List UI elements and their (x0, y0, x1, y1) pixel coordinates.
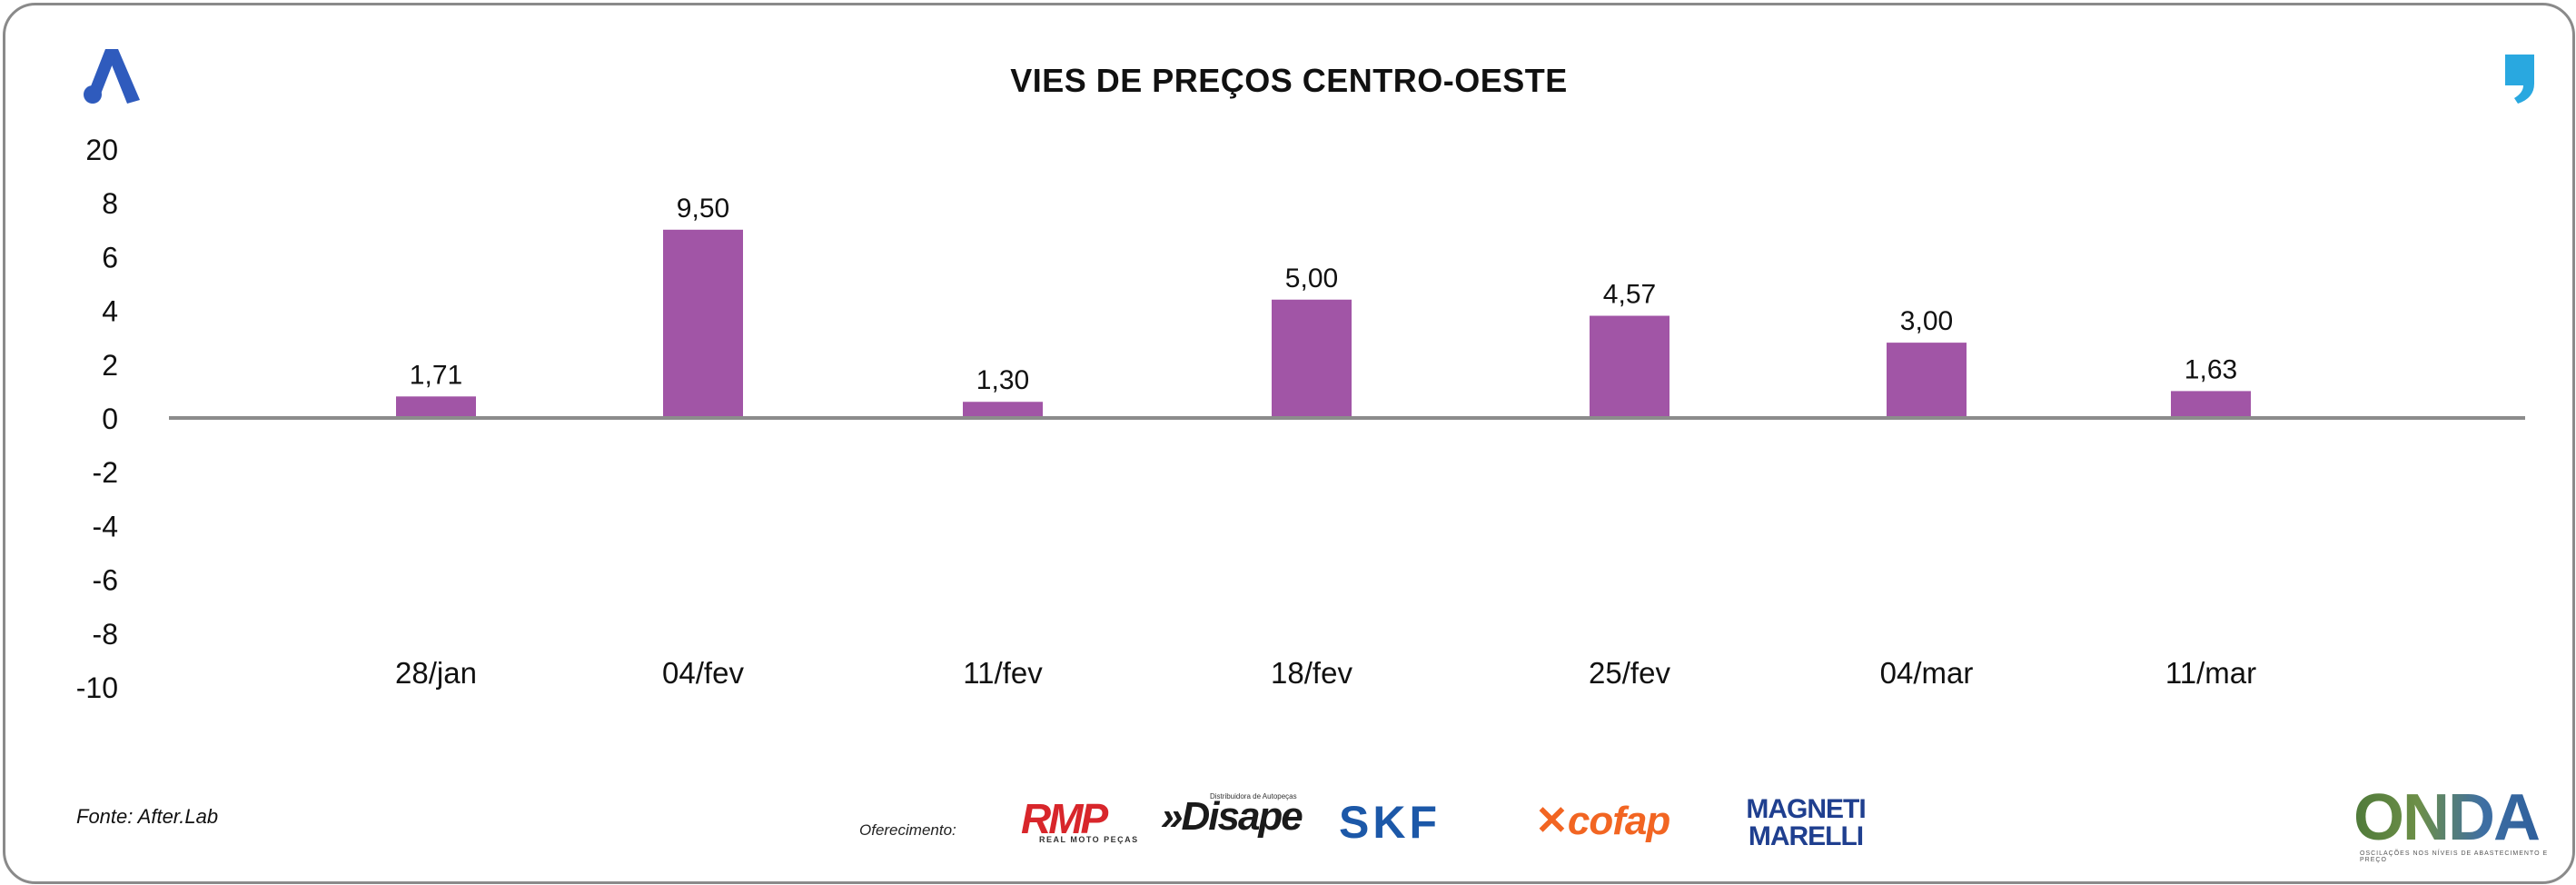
rmp-logo: RMP (1021, 795, 1108, 842)
y-tick-label: 2 (102, 349, 118, 382)
data-label: 3,00 (1900, 306, 1953, 336)
y-tick-label: -8 (93, 618, 118, 651)
bar (2171, 391, 2251, 418)
x-tick-label: 04/mar (1880, 656, 1974, 690)
chart-card: VIES DE PREÇOS CENTRO-OESTE 20 8 6 4 2 0 -2 -4-… (3, 3, 2575, 884)
bar (1272, 299, 1352, 418)
data-label: 4,57 (1603, 280, 1656, 310)
disape-logo: »Disape (1161, 794, 1303, 839)
y-tick-label: 4 (102, 295, 118, 328)
y-tick-label: -10 (76, 671, 118, 704)
onda-logo-subtitle: OSCILAÇÕES NOS NÍVEIS DE ABASTECIMENTO E… (2360, 850, 2549, 863)
comma-logo-icon (2505, 55, 2534, 104)
sponsor-label: Oferecimento: (859, 821, 956, 839)
data-label: 1,63 (2185, 354, 2237, 384)
y-tick-label: 20 (85, 134, 118, 166)
magneti-logo-line1: MAGNETI (1746, 794, 1866, 824)
y-tick-label: -2 (93, 456, 118, 489)
x-tick-label: 28/jan (395, 656, 477, 690)
onda-logo: ONDA (2353, 781, 2541, 854)
bar (396, 396, 476, 418)
chart-title: VIES DE PREÇOS CENTRO-OESTE (1010, 62, 1568, 99)
skf-logo: SKF (1339, 797, 1441, 848)
cofap-logo-text: cofap (1567, 799, 1670, 843)
data-label: 1,71 (410, 360, 462, 390)
bar (963, 402, 1043, 418)
x-tick-label: 25/fev (1589, 656, 1670, 690)
bar-chart: 2086420-2-4-6-8-101,719,501,305,004,573,… (76, 134, 2525, 704)
bar (1590, 315, 1669, 418)
cofap-x-icon: ✕ (1535, 799, 1569, 843)
magneti-logo-line2: MARELLI (1748, 821, 1864, 851)
data-label: 5,00 (1285, 264, 1338, 293)
data-label: 9,50 (677, 194, 729, 224)
magneti-marelli-logo: MAGNETI MARELLI (1746, 796, 1866, 850)
disape-logo-subtitle: Distribuidora de Autopeças (1210, 792, 1297, 800)
a-logo-icon (84, 49, 140, 104)
source-note: Fonte: After.Lab (76, 805, 219, 828)
y-tick-label: 0 (102, 403, 118, 435)
x-tick-label: 11/fev (963, 656, 1043, 690)
rmp-logo-subtitle: REAL MOTO PEÇAS (1039, 835, 1139, 844)
cofap-logo: ✕cofap (1535, 798, 1670, 844)
bar (1887, 343, 1967, 418)
y-tick-label: -4 (93, 510, 118, 542)
x-tick-label: 04/fev (662, 656, 744, 690)
data-label: 1,30 (976, 365, 1029, 395)
y-tick-label: 8 (102, 187, 118, 220)
x-tick-label: 18/fev (1271, 656, 1352, 690)
x-tick-label: 11/mar (2165, 656, 2256, 690)
y-tick-label: -6 (93, 564, 118, 597)
y-tick-label: 6 (102, 241, 118, 273)
bar (663, 229, 743, 418)
